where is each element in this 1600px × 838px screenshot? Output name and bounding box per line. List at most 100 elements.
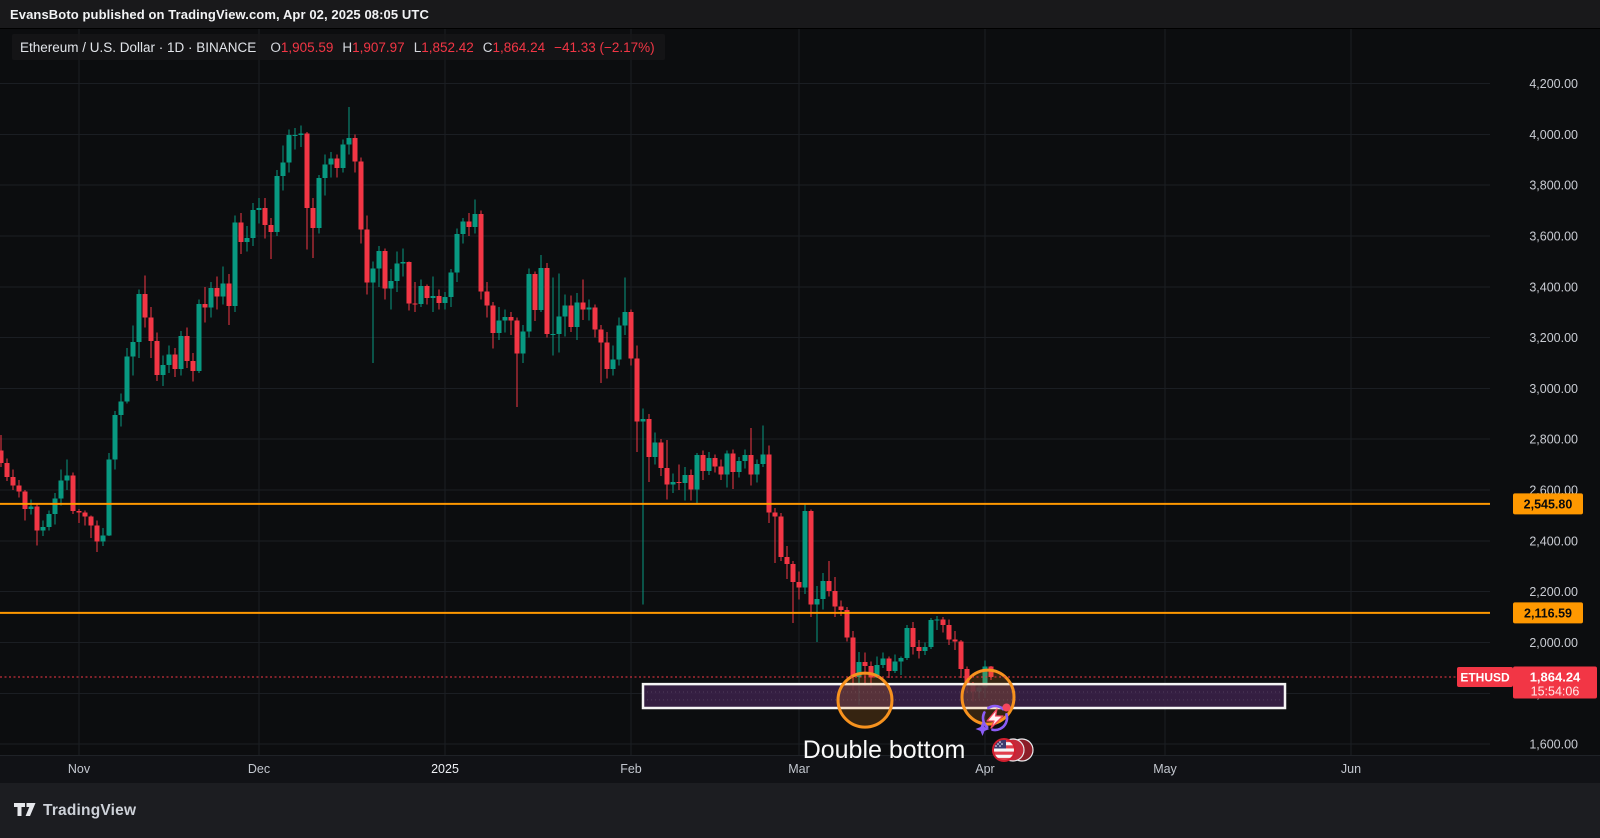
brand-name[interactable]: TradingView — [43, 801, 137, 819]
candle — [460, 221, 466, 234]
legend: Ethereum / U.S. Dollar · 1D · BINANCE O1… — [12, 34, 665, 60]
candle — [370, 268, 376, 283]
ohlc-close: C1,864.24 — [482, 39, 546, 55]
x-axis-label: Dec — [248, 762, 270, 776]
candle — [646, 419, 652, 457]
candle — [736, 460, 742, 473]
candle — [154, 340, 160, 376]
candle — [448, 272, 454, 297]
candle — [310, 207, 316, 229]
candle — [952, 639, 958, 642]
current-price-text: 1,864.24 — [1530, 669, 1581, 684]
candle — [418, 285, 424, 305]
candle — [382, 251, 388, 289]
candle — [706, 458, 712, 472]
candle — [58, 480, 64, 499]
price-scale[interactable]: 1,600.001,800.002,000.002,200.002,400.00… — [1529, 77, 1578, 751]
candle — [862, 661, 868, 666]
y-axis-label: 4,200.00 — [1529, 77, 1578, 91]
candle — [28, 506, 34, 510]
candle — [34, 506, 40, 531]
circle-annotation-1[interactable] — [836, 671, 894, 729]
candle — [928, 620, 934, 648]
hline-price-label[interactable] — [1513, 602, 1583, 624]
candle — [184, 335, 190, 362]
us-flags-reaction-icon[interactable] — [992, 738, 1034, 762]
candle — [106, 459, 112, 536]
candle — [478, 213, 484, 292]
x-axis-label: Mar — [788, 762, 810, 776]
candle — [298, 133, 304, 135]
candle — [424, 285, 430, 299]
candle — [268, 224, 274, 232]
candle — [208, 288, 214, 308]
candle — [466, 221, 472, 228]
candle — [364, 229, 370, 283]
candle — [226, 283, 232, 307]
candle — [322, 164, 328, 178]
candle — [352, 137, 358, 162]
candle — [754, 464, 760, 475]
candle — [892, 661, 898, 672]
candle — [544, 268, 550, 335]
tradingview-logo-icon[interactable] — [14, 802, 36, 819]
candle — [838, 606, 844, 610]
candle — [442, 296, 448, 303]
candle — [874, 665, 880, 678]
candle — [190, 361, 196, 372]
candle — [262, 207, 268, 225]
hline-price-label[interactable] — [1513, 493, 1583, 515]
candle — [526, 273, 532, 332]
candle — [142, 294, 148, 318]
candle — [844, 609, 850, 638]
time-axis[interactable] — [0, 755, 1600, 783]
candle — [22, 491, 28, 510]
candle — [832, 591, 838, 607]
y-axis-label: 2,800.00 — [1529, 433, 1578, 447]
candle — [856, 661, 862, 677]
candle — [454, 233, 460, 273]
candle — [634, 358, 640, 422]
candle — [658, 442, 664, 469]
candle — [778, 516, 784, 558]
candle — [898, 657, 904, 662]
candle — [160, 365, 166, 376]
candle — [688, 474, 694, 490]
candle — [682, 474, 688, 484]
candle — [652, 442, 658, 457]
candle — [598, 329, 604, 343]
chart-area[interactable]: 1,600.001,800.002,000.002,200.002,400.00… — [0, 29, 1600, 783]
candle — [886, 658, 892, 672]
double-bottom-label[interactable]: Double bottom — [803, 736, 966, 764]
candle — [568, 305, 574, 327]
lightning-reaction-icon[interactable] — [975, 702, 1011, 736]
footer-bar: TradingView — [0, 783, 1600, 838]
chart-svg[interactable]: 1,600.001,800.002,000.002,200.002,400.00… — [0, 29, 1600, 783]
candle — [250, 209, 256, 239]
candle — [712, 458, 718, 467]
candle — [496, 320, 502, 333]
candle — [40, 526, 46, 531]
candle — [904, 628, 910, 658]
candle — [148, 317, 154, 341]
candle — [16, 485, 22, 492]
candle — [592, 307, 598, 330]
candle — [316, 177, 322, 229]
candle — [130, 341, 136, 357]
candle — [274, 175, 280, 232]
candle — [868, 665, 874, 678]
candle — [628, 312, 634, 359]
time-scale-labels: Nov Dec 2025 Feb Mar Apr May Jun — [68, 762, 1361, 776]
x-axis-label: Jun — [1341, 762, 1361, 776]
candle — [916, 647, 922, 652]
candle — [214, 288, 220, 297]
circle-annotation-2[interactable] — [960, 668, 1016, 726]
y-axis-label: 3,600.00 — [1529, 230, 1578, 244]
candle — [796, 582, 802, 588]
symbol-title[interactable]: Ethereum / U.S. Dollar · 1D · BINANCE — [20, 39, 257, 55]
current-price-label — [1513, 666, 1597, 699]
candle — [112, 415, 118, 460]
y-axis-label: 3,000.00 — [1529, 382, 1578, 396]
candle — [490, 305, 496, 333]
